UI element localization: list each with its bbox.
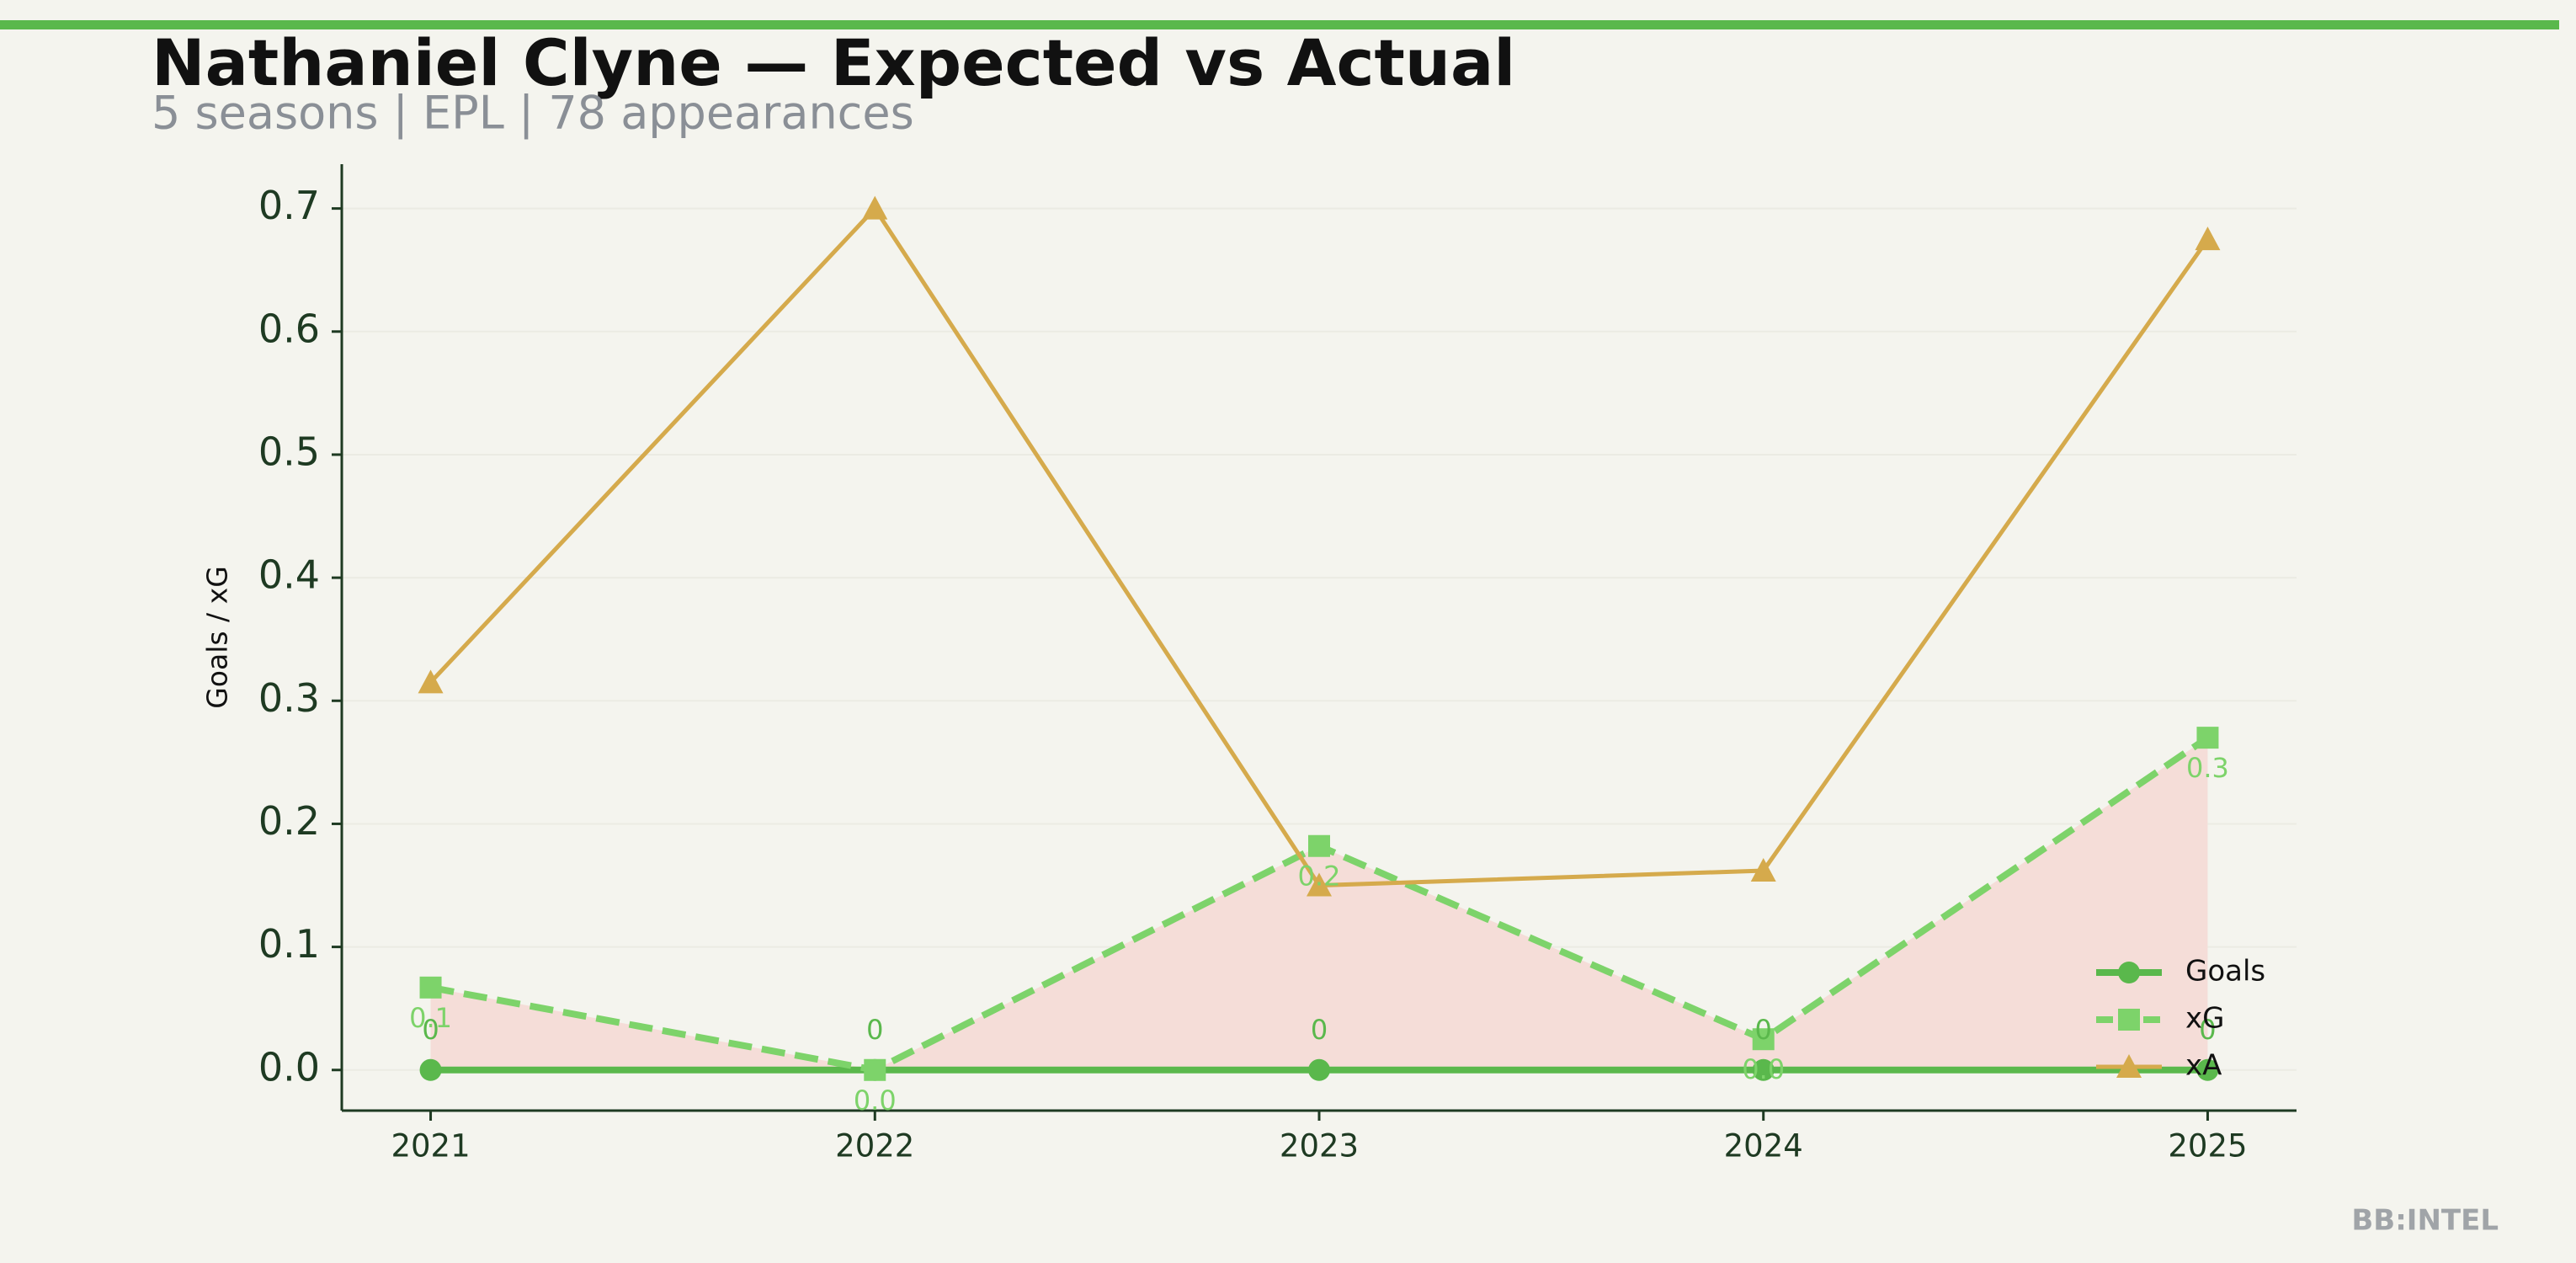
data-point xyxy=(1308,834,1330,857)
y-tick-label: 0.4 xyxy=(258,552,320,598)
x-tick-label: 2023 xyxy=(1280,1128,1359,1164)
data-label: 0 xyxy=(1755,1014,1772,1046)
data-point xyxy=(1307,872,1332,897)
chart-subtitle: 5 seasons | EPL | 78 appearances xyxy=(152,87,914,140)
data-point xyxy=(1752,1058,1775,1081)
data-label: 0 xyxy=(422,1014,439,1046)
y-tick-label: 0.1 xyxy=(258,921,320,967)
y-tick-label: 0.7 xyxy=(258,183,320,228)
legend-label: xA xyxy=(2185,1049,2222,1083)
y-tick-label: 0.6 xyxy=(258,306,320,351)
data-point xyxy=(2196,1058,2219,1081)
data-point xyxy=(1308,1058,1330,1081)
data-point xyxy=(418,669,444,694)
data-label: 0.3 xyxy=(2186,752,2229,784)
chart-title: Nathaniel Clyne — Expected vs Actual xyxy=(152,25,1515,100)
top-bar xyxy=(0,20,2559,29)
footer: BB:INTEL xyxy=(2351,1204,2499,1238)
data-point xyxy=(2195,226,2221,251)
y-tick-label: 0.2 xyxy=(258,798,320,844)
legend-marker xyxy=(2118,1009,2140,1031)
legend-label: xG xyxy=(2185,1002,2224,1036)
x-tick-label: 2022 xyxy=(835,1128,914,1164)
x-tick-label: 2024 xyxy=(1724,1128,1803,1164)
y-axis-label: Goals / xG xyxy=(201,566,234,709)
legend-label: Goals xyxy=(2185,955,2265,989)
data-label: 0 xyxy=(866,1014,883,1046)
data-point xyxy=(2196,727,2219,749)
x-tick-label: 2021 xyxy=(391,1128,470,1164)
data-point xyxy=(419,1058,442,1081)
data-point xyxy=(864,1058,886,1081)
legend-marker xyxy=(2118,962,2140,983)
data-point xyxy=(1752,1028,1775,1051)
fill-between xyxy=(430,738,2208,1070)
y-tick-label: 0.0 xyxy=(258,1044,320,1090)
y-tick-label: 0.3 xyxy=(258,675,320,721)
x-tick-label: 2025 xyxy=(2168,1128,2247,1164)
data-point xyxy=(862,195,888,220)
data-point xyxy=(1750,857,1776,882)
data-point xyxy=(419,976,442,999)
data-label: 0 xyxy=(1311,1014,1328,1046)
data-label: 0.0 xyxy=(854,1084,897,1116)
data-label: 0 xyxy=(2199,1014,2216,1046)
data-label: 0.0 xyxy=(1742,1053,1785,1085)
data-label: 0.2 xyxy=(1298,861,1341,893)
y-tick-label: 0.5 xyxy=(258,429,320,474)
legend-marker xyxy=(2116,1054,2142,1078)
data-label: 0.1 xyxy=(409,1002,452,1034)
